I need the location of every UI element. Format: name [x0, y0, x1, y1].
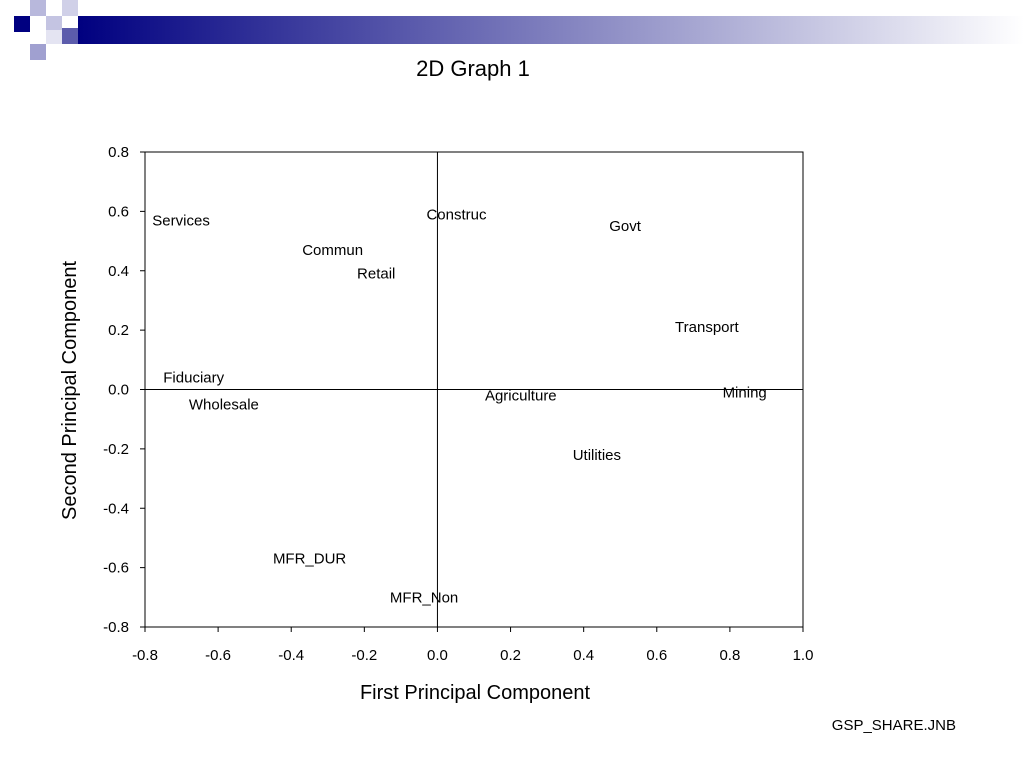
footer-filename: GSP_SHARE.JNB	[831, 717, 956, 734]
data-point-label: MFR_Non	[390, 589, 458, 606]
data-point-label: Agriculture	[485, 387, 557, 404]
chart-title: 2D Graph 1	[416, 56, 530, 81]
x-tick-label: -0.2	[351, 647, 377, 664]
band-square	[14, 16, 30, 32]
data-point-label: Utilities	[573, 447, 621, 464]
data-point-label: Fiduciary	[163, 370, 224, 387]
y-axis-label: Second Principal Component	[59, 261, 81, 520]
x-axis-label: First Principal Component	[360, 682, 591, 704]
data-point-label: Retail	[357, 266, 395, 283]
y-tick-label: -0.2	[103, 441, 129, 458]
y-tick-label: -0.4	[103, 500, 129, 517]
y-tick-label: 0.2	[108, 322, 129, 339]
band-square	[46, 30, 62, 44]
x-tick-label: 0.0	[427, 647, 448, 664]
band-square	[46, 16, 62, 32]
x-tick-label: -0.6	[205, 647, 231, 664]
band-square	[62, 28, 78, 44]
y-tick-label: 0.6	[108, 203, 129, 220]
data-point-label: Wholesale	[189, 396, 259, 413]
y-tick-label: 0.8	[108, 144, 129, 161]
x-tick-label: 0.6	[646, 647, 667, 664]
band-bar	[78, 16, 1024, 44]
x-tick-label: 0.2	[500, 647, 521, 664]
data-point-label: MFR_DUR	[273, 551, 346, 568]
x-tick-label: 1.0	[793, 647, 814, 664]
title-band	[14, 0, 1024, 60]
y-tick-label: -0.8	[103, 619, 129, 636]
data-point-label: Govt	[609, 218, 642, 235]
band-square	[30, 0, 46, 16]
x-tick-label: 0.4	[573, 647, 594, 664]
data-point-label: Services	[152, 212, 210, 229]
data-point-label: Transport	[675, 319, 739, 336]
x-tick-label: -0.4	[278, 647, 304, 664]
y-tick-label: 0.0	[108, 382, 129, 399]
y-tick-label: 0.4	[108, 263, 129, 280]
y-tick-label: -0.6	[103, 560, 129, 577]
x-tick-label: 0.8	[719, 647, 740, 664]
data-point-label: Construc	[426, 206, 487, 223]
x-tick-label: -0.8	[132, 647, 158, 664]
band-square	[30, 44, 46, 60]
data-point-label: Mining	[723, 384, 767, 401]
data-point-label: Commun	[302, 242, 363, 259]
band-square	[62, 0, 78, 16]
